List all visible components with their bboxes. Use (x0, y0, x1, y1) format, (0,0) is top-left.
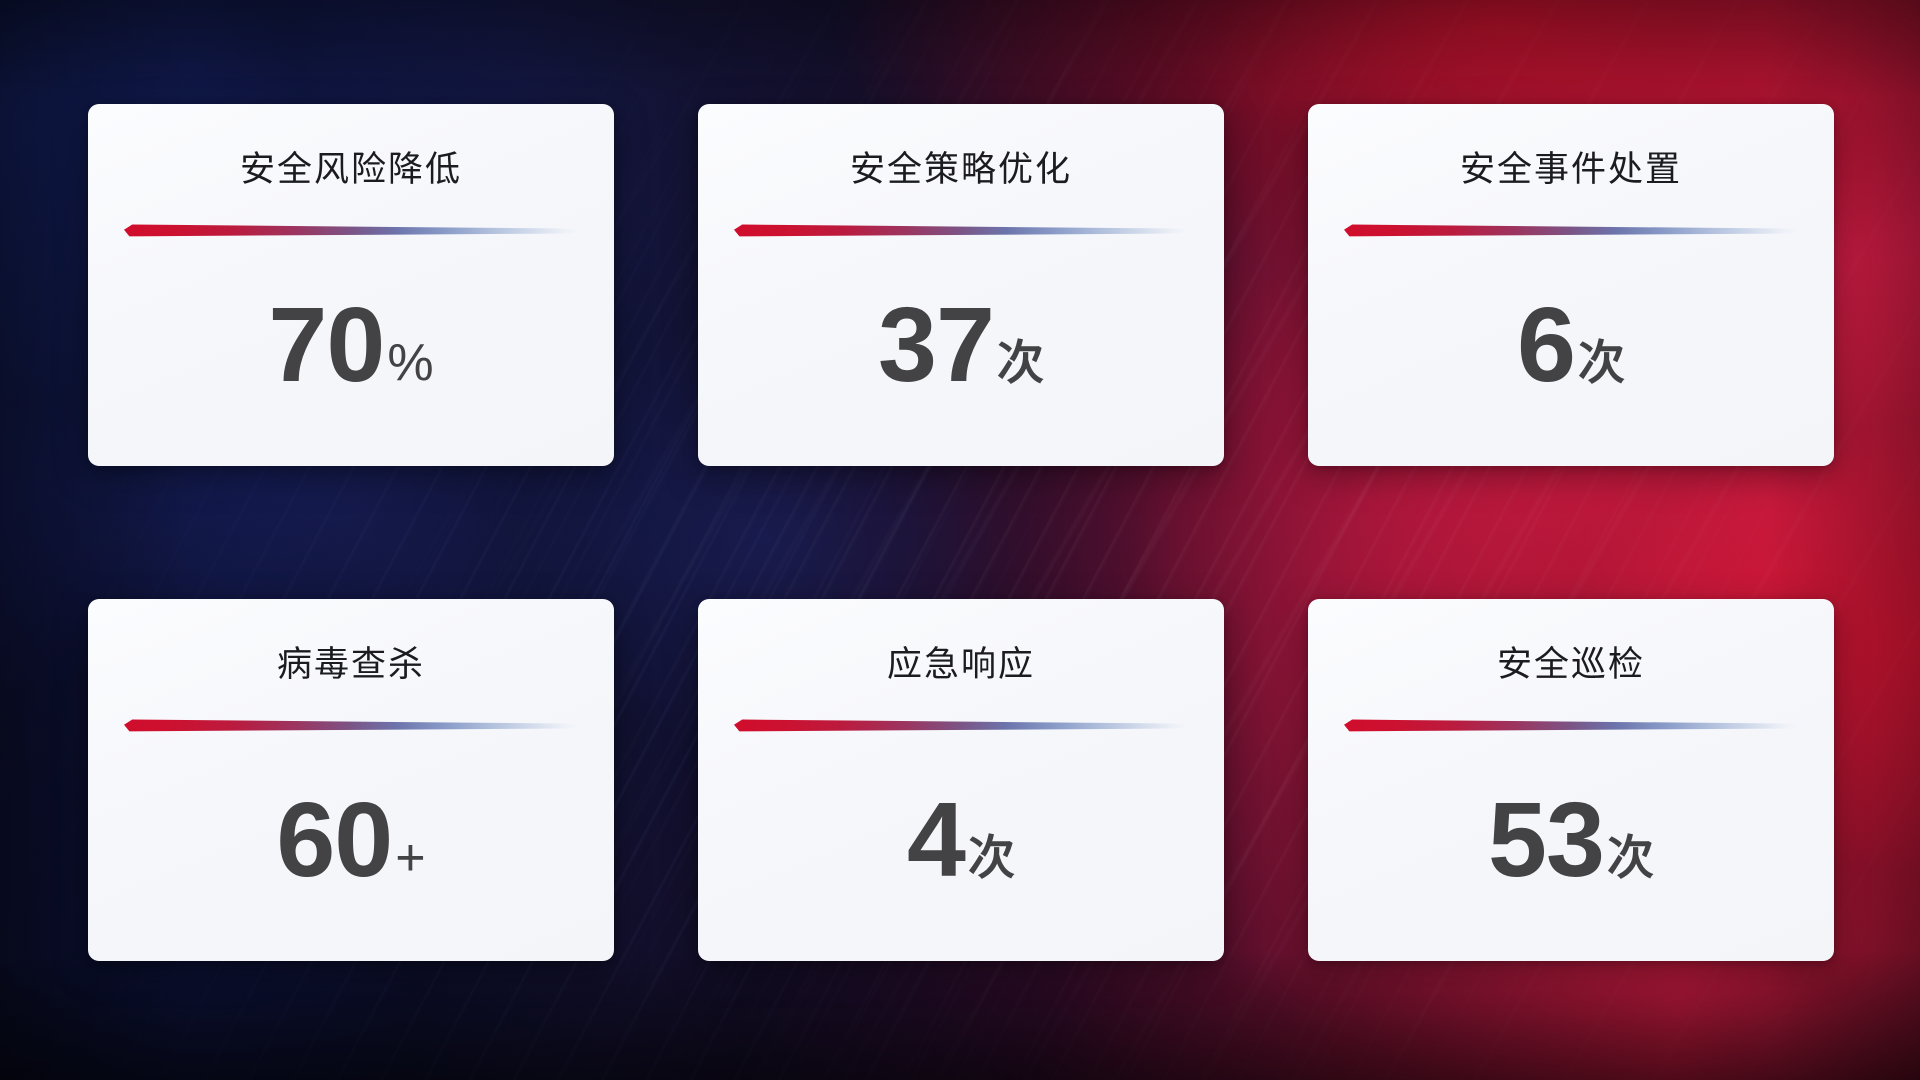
metric-number: 60 (276, 780, 393, 899)
metric-title: 应急响应 (886, 645, 1035, 684)
metric-card[interactable]: 安全巡检 53 次 (1308, 599, 1834, 961)
metric-divider (1344, 716, 1798, 732)
metric-value: 37 次 (878, 285, 1044, 404)
metric-card[interactable]: 安全风险降低 70 % (88, 104, 614, 466)
metric-title: 安全事件处置 (1459, 150, 1682, 189)
metric-unit: 次 (996, 335, 1044, 389)
metric-unit: 次 (1577, 335, 1625, 389)
metric-unit: 次 (967, 830, 1015, 884)
metric-value: 4 次 (907, 780, 1015, 899)
metric-number: 4 (907, 780, 966, 899)
metric-title: 病毒查杀 (276, 645, 425, 684)
metric-divider (124, 716, 578, 732)
metric-value: 6 次 (1517, 285, 1625, 404)
metric-divider (124, 221, 578, 237)
metric-number: 6 (1517, 285, 1576, 404)
metric-value: 70 % (268, 285, 434, 404)
metric-card[interactable]: 安全策略优化 37 次 (698, 104, 1224, 466)
metric-card[interactable]: 病毒查杀 60 + (88, 599, 614, 961)
metric-card[interactable]: 安全事件处置 6 次 (1308, 104, 1834, 466)
metric-number: 53 (1488, 780, 1605, 899)
metric-value: 60 + (276, 780, 426, 899)
metric-divider (1344, 221, 1798, 237)
metric-title: 安全风险降低 (239, 150, 462, 189)
metric-divider (734, 221, 1188, 237)
metric-card[interactable]: 应急响应 4 次 (698, 599, 1224, 961)
metric-unit: % (387, 333, 434, 392)
metric-unit: 次 (1606, 830, 1654, 884)
metric-unit: + (395, 828, 426, 887)
metric-number: 37 (878, 285, 995, 404)
metric-divider (734, 716, 1188, 732)
metric-number: 70 (268, 285, 385, 404)
metric-value: 53 次 (1488, 780, 1654, 899)
metric-title: 安全策略优化 (849, 150, 1072, 189)
metric-title: 安全巡检 (1496, 645, 1645, 684)
metric-card-grid: 安全风险降低 70 % 安全策略优化 37 次 安全事件处置 6 次 病毒查 (88, 104, 1834, 961)
